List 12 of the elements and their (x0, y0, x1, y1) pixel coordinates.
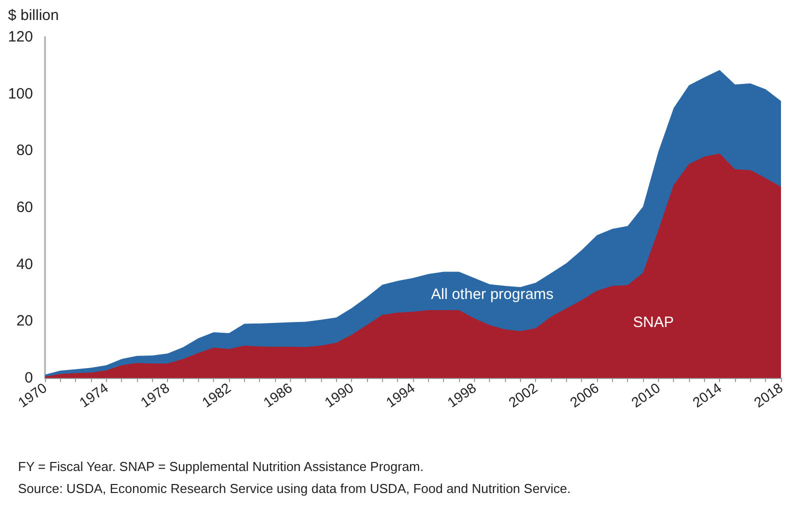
series-label: All other programs (431, 286, 554, 303)
y-tick-label: 40 (16, 256, 33, 273)
y-tick-label: 20 (16, 312, 33, 330)
source-note: Source: USDA, Economic Research Service using data from USDA, Food and Nutrition Service. (18, 481, 571, 496)
y-tick-label: 60 (16, 199, 33, 216)
text: FY = Fiscal Year. SNAP = Supplemental Nutrition Assistance Program. (18, 459, 424, 474)
y-tick-label: 100 (8, 85, 33, 102)
y-tick-label: 80 (16, 142, 33, 160)
series-label: SNAP (633, 314, 674, 331)
y-tick-label: 120 (8, 28, 33, 46)
y-axis-title: $ billion (8, 7, 59, 24)
y-tick-label: 0 (24, 370, 33, 386)
